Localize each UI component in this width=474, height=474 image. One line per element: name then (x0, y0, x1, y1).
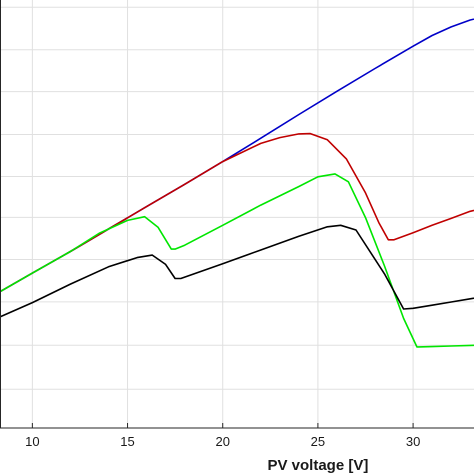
series-lines (0, 18, 474, 348)
grid (0, 0, 474, 428)
series-line-4 (0, 224, 474, 318)
plot-frame (0, 0, 474, 429)
x-tick-label-20: 20 (215, 434, 229, 449)
x-tick-label-30: 30 (406, 434, 420, 449)
x-tick-label-10: 10 (25, 434, 39, 449)
series-line-3 (0, 173, 474, 348)
x-tick-labels: 10 15 20 25 30 (25, 423, 420, 449)
series-line-2 (0, 132, 474, 293)
x-tick-label-15: 15 (120, 434, 134, 449)
x-axis-title: PV voltage [V] (267, 457, 368, 474)
x-tick-label-25: 25 (311, 434, 325, 449)
